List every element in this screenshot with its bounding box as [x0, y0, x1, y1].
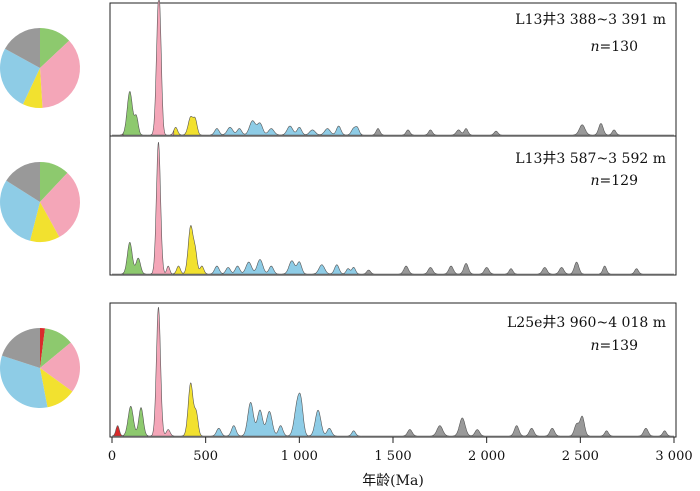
pie-slice-3-6 [1, 328, 41, 368]
n-symbol-2: n [591, 173, 600, 189]
x-tick-label-5: 2 000 [468, 449, 505, 464]
age-distribution-3 [111, 306, 674, 437]
panel-3: L25e井3 960~4 018 m n=139 [0, 302, 677, 438]
pie-slice-3-1 [40, 328, 46, 368]
age-group-area-1-1 [112, 132, 124, 136]
x-tick-label-6: 2 500 [562, 449, 599, 464]
pie-slice-2-5 [6, 162, 41, 202]
n-symbol-1: n [591, 39, 600, 55]
pie-chart-1 [0, 28, 80, 108]
age-group-area-2-2 [122, 242, 148, 275]
x-tick-label-2: 500 [193, 449, 218, 464]
x-axis: 0 500 1 000 1 500 2 000 2 500 3 000 [108, 437, 693, 464]
pie-slice-2-1 [40, 162, 68, 202]
age-group-area-1-6 [360, 123, 674, 136]
age-group-area-1-4 [173, 115, 210, 136]
pie-slice-1-3 [22, 68, 43, 108]
pie-slice-3-4 [40, 368, 73, 408]
x-tick-label-1: 0 [108, 449, 116, 464]
age-group-area-2-6 [361, 261, 674, 275]
n-count-2: n=129 [591, 173, 638, 189]
age-group-area-2-3 [147, 141, 175, 275]
x-tick-label-7: 3 000 [655, 449, 692, 464]
n-count-1: n=130 [591, 39, 638, 55]
pie-slice-2-4 [0, 180, 41, 241]
age-group-area-2-4 [173, 225, 210, 275]
pie-slice-1-1 [40, 28, 70, 68]
x-axis-title: 年龄(Ma) [362, 473, 424, 489]
pie-slice-2-2 [40, 172, 80, 238]
x-tick-label-4: 1 500 [374, 449, 411, 464]
n-value-2: =129 [600, 173, 638, 189]
age-group-area-3-4 [173, 382, 210, 437]
age-group-area-3-2 [122, 405, 148, 437]
age-group-area-1-5 [209, 120, 362, 136]
n-value-1: =130 [600, 39, 638, 55]
pie-slice-3-5 [0, 355, 48, 408]
age-distribution-2 [112, 141, 674, 275]
x-tick-label-3: 1 000 [281, 449, 318, 464]
pie-chart-3 [0, 328, 81, 408]
panel-1: L13井3 388~3 391 m n=130 [0, 0, 677, 137]
pie-slice-3-2 [40, 328, 71, 368]
age-group-area-3-1 [111, 425, 124, 437]
pie-slice-1-5 [4, 28, 40, 68]
age-group-area-3-3 [147, 306, 175, 437]
n-value-3: =139 [600, 338, 638, 354]
panel-2: L13井3 587~3 592 m n=129 [0, 135, 677, 276]
pie-slice-3-3 [40, 342, 81, 392]
sample-label-2: L13井3 587~3 592 m [515, 151, 666, 167]
pie-slice-2-3 [30, 202, 60, 242]
pie-chart-2 [0, 162, 80, 242]
n-count-3: n=139 [591, 338, 638, 354]
sample-label-1: L13井3 388~3 391 m [515, 12, 666, 28]
age-distribution-1 [112, 0, 674, 136]
pie-slice-1-2 [40, 40, 80, 108]
age-group-area-1-2 [122, 91, 148, 136]
age-group-area-3-6 [361, 415, 674, 437]
panel-2-frame [109, 135, 677, 276]
age-group-area-2-1 [112, 272, 124, 275]
age-group-area-3-5 [209, 392, 362, 437]
pie-slice-1-4 [0, 48, 41, 105]
age-group-area-2-5 [209, 259, 362, 275]
n-symbol-3: n [591, 338, 600, 354]
sample-label-3: L25e井3 960~4 018 m [507, 315, 666, 331]
age-group-area-1-3 [147, 0, 175, 136]
